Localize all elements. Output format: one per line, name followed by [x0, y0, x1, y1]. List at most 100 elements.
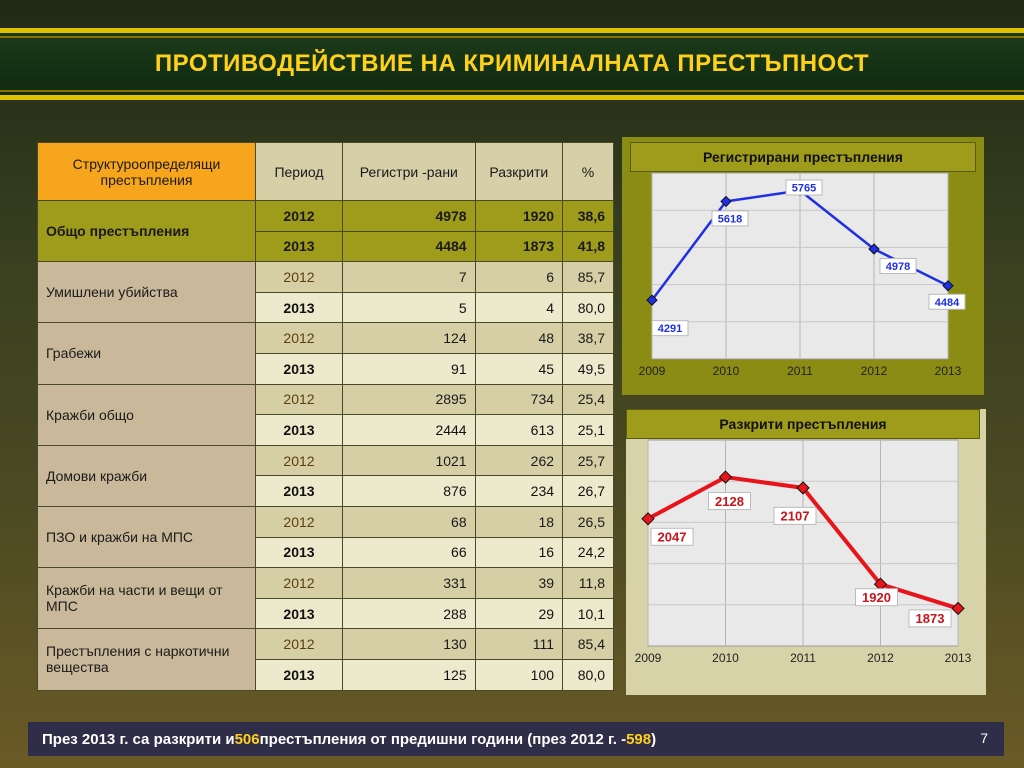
cell-percent: 26,5: [562, 505, 614, 538]
x-tick-label: 2011: [790, 651, 816, 665]
header-registered: Регистри -рани: [342, 142, 476, 201]
x-tick-label: 2013: [935, 364, 962, 378]
cell-percent: 85,4: [562, 628, 614, 660]
cell-solved: 1920: [474, 200, 564, 232]
cell-solved: 234: [474, 475, 564, 507]
cell-solved: 262: [474, 444, 564, 477]
data-label-box: [908, 609, 952, 628]
data-point: [868, 243, 880, 255]
registered-chart-svg: 2009 2010 2011 2012 2013 4291 5618 5765 4978 4484: [622, 137, 984, 395]
table-header-row: Структуроопределящи престъпления Период …: [37, 142, 614, 201]
cell-year: 2012: [255, 261, 343, 293]
cell-registered: 288: [342, 597, 476, 630]
table-row: Престъпления с наркотични вещества 2012 13…: [37, 628, 614, 691]
cell-year: 2013: [255, 414, 343, 446]
cell-registered: 66: [342, 536, 476, 569]
cell-year: 2013: [255, 352, 343, 385]
data-label: 4291: [658, 323, 682, 335]
data-label: 1873: [916, 611, 945, 626]
data-label: 1920: [862, 590, 891, 605]
cell-registered: 68: [342, 505, 476, 538]
cell-percent: 38,7: [562, 322, 614, 354]
header-category: Структуроопределящи престъпления: [37, 142, 256, 201]
x-tick-label: 2010: [713, 364, 740, 378]
cell-registered: 2444: [342, 414, 476, 446]
cell-solved: 111: [474, 628, 564, 660]
x-tick-label: 2011: [787, 364, 813, 378]
row-category: Грабежи: [37, 322, 256, 385]
page-title: ПРОТИВОДЕЙСТВИЕ НА КРИМИНАЛНАТА ПРЕСТЪПН…: [154, 50, 870, 77]
row-category: Кражби общо: [37, 383, 256, 446]
cell-registered: 130: [342, 628, 476, 660]
cell-percent: 10,1: [562, 597, 614, 630]
cell-year: 2013: [255, 597, 343, 630]
cell-percent: 25,4: [562, 383, 614, 416]
data-label-box: [651, 320, 689, 337]
page-number: 7: [980, 730, 988, 746]
cell-registered: 5: [342, 291, 476, 324]
row-category: Кражби на части и вещи от МПС: [37, 567, 256, 630]
registered-chart-title: Регистрирани престъпления: [630, 142, 976, 172]
footer-text-c: ): [651, 730, 657, 748]
data-label-box: [711, 210, 749, 227]
data-label-box: [785, 179, 823, 196]
table-row: Грабежи 2012 124 48 38,7: [37, 322, 614, 385]
table-row: 2013 5 4 80,0: [38, 291, 614, 324]
cell-solved: 29: [474, 597, 564, 630]
table-row: Кражби общо 2012 2895 734 25,4: [37, 383, 614, 446]
data-label-box: [708, 492, 751, 511]
cell-registered: 7: [342, 261, 476, 293]
header-percent: %: [562, 142, 614, 201]
cell-percent: 25,7: [562, 444, 614, 477]
cell-registered: 2895: [342, 383, 476, 416]
cell-year: 2012: [255, 200, 343, 232]
table-row: 2013 66 16 24,2: [38, 536, 614, 569]
table-row: 2013 288 29 10,1: [38, 597, 614, 630]
cell-solved: 734: [474, 383, 564, 416]
x-tick-label: 2012: [861, 364, 888, 378]
crime-table: Структуроопределящи престъпления Период …: [37, 142, 614, 691]
cell-percent: 85,7: [562, 261, 614, 293]
cell-solved: 48: [474, 322, 564, 354]
data-label: 2047: [658, 529, 687, 544]
data-point: [646, 294, 658, 306]
table-row: 2013 91 45 49,5: [38, 352, 614, 385]
cell-solved: 1873: [474, 230, 564, 263]
cell-percent: 11,8: [562, 567, 614, 599]
title-bar-line: [0, 36, 1024, 38]
table-row: Домови кражби 2012 1021 262 25,7: [37, 444, 614, 507]
cell-year: 2012: [255, 383, 343, 416]
table-row: ПЗО и кражби на МПС 2012 68 18 26,5: [37, 505, 614, 569]
data-point: [718, 470, 733, 484]
cell-year: 2013: [255, 658, 343, 691]
cell-registered: 91: [342, 352, 476, 385]
cell-year: 2012: [255, 505, 343, 538]
data-point: [720, 195, 732, 208]
cell-registered: 1021: [342, 444, 476, 477]
cell-solved: 613: [474, 414, 564, 446]
solved-chart: 2009 2010 2011 2012 2013 2047 2128 2107 1920 1873…: [626, 409, 986, 695]
data-label-box: [879, 258, 917, 275]
data-point: [796, 481, 810, 495]
footer-highlight-b: 598: [626, 730, 652, 748]
footer-highlight-a: 506: [234, 730, 260, 748]
x-tick-label: 2012: [867, 651, 894, 665]
cell-year: 2012: [255, 567, 343, 599]
cell-registered: 331: [342, 567, 476, 599]
table-row: Умишлени убийства 2012 7 6 85,7: [37, 261, 614, 324]
cell-percent: 24,2: [562, 536, 614, 569]
cell-registered: 4978: [342, 200, 476, 232]
x-tick-label: 2013: [945, 651, 972, 665]
table-row: 2013 4484 1873 41,8: [38, 230, 614, 263]
data-point: [641, 512, 655, 526]
x-tick-label: 2009: [635, 651, 662, 665]
cell-registered: 124: [342, 322, 476, 354]
table-row: 2013 876 234 26,7: [38, 475, 614, 507]
footer-text-a: През 2013 г. са разкрити и: [42, 730, 235, 748]
cell-percent: 41,8: [562, 230, 614, 263]
data-label: 4978: [886, 261, 910, 273]
cell-percent: 26,7: [562, 475, 614, 507]
x-tick-label: 2010: [712, 651, 739, 665]
solved-chart-svg: 2009 2010 2011 2012 2013 2047 2128 2107 1920 1873: [626, 409, 986, 695]
data-label-box: [650, 527, 694, 546]
